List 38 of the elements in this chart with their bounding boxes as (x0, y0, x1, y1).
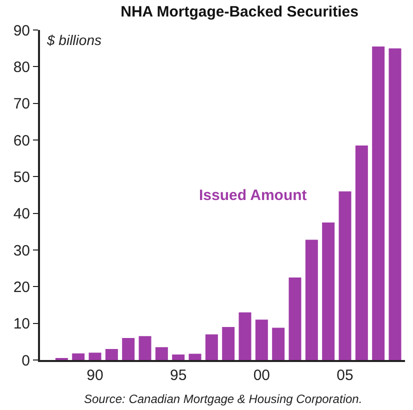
bar (355, 146, 368, 360)
bar (305, 240, 318, 360)
y-tick-label: 70 (13, 96, 30, 113)
bar (388, 48, 402, 360)
y-tick-label: 10 (13, 316, 30, 333)
y-tick-label: 80 (13, 58, 30, 76)
bar (222, 327, 235, 360)
x-tick-label: 95 (170, 367, 187, 384)
bar (105, 349, 118, 360)
bar (138, 336, 152, 360)
bar (288, 278, 302, 360)
x-tick-label: 05 (336, 367, 354, 384)
bar (272, 328, 285, 360)
y-tick-label: 50 (13, 168, 30, 186)
y-tick-label: 0 (22, 352, 30, 370)
bar (72, 353, 85, 360)
y-tick-label: 60 (13, 132, 30, 150)
bar (155, 347, 168, 360)
y-tick-label: 90 (13, 22, 30, 40)
bar (172, 354, 185, 360)
bar (188, 354, 202, 360)
bar (322, 222, 335, 360)
bar (338, 191, 352, 360)
bar (238, 312, 252, 360)
x-tick-label: 90 (86, 367, 104, 384)
y-axis-title: $ billions (46, 32, 102, 48)
bar (255, 320, 268, 360)
series-label: Issued Amount (199, 187, 307, 204)
bar (122, 338, 135, 360)
bar (205, 334, 218, 360)
x-tick-label: 00 (253, 367, 270, 384)
y-tick-label: 20 (13, 278, 30, 296)
y-tick-label: 40 (13, 206, 30, 223)
source-note: Source: Canadian Mortgage & Housing Corporation. (84, 392, 362, 406)
y-tick-label: 30 (13, 242, 30, 260)
bar (372, 46, 385, 360)
chart-title: NHA Mortgage-Backed Securities (120, 4, 358, 21)
bar (88, 352, 102, 360)
